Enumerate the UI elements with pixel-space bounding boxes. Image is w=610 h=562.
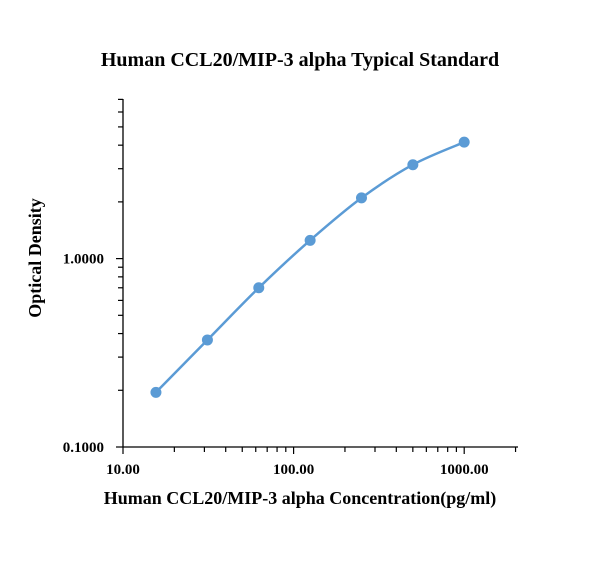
x-tick-labels: 10.00 100.00 1000.00 — [106, 462, 488, 478]
x-minor-ticks — [122, 447, 517, 454]
x-tick-label: 10.00 — [106, 462, 140, 478]
series-line — [155, 141, 465, 394]
data-point — [201, 334, 213, 346]
data-point — [355, 192, 367, 204]
y-minor-ticks — [116, 98, 123, 448]
x-tick-label: 1000.00 — [440, 462, 489, 478]
x-axis-label: Human CCL20/MIP-3 alpha Concentration(pg… — [104, 488, 497, 509]
data-point — [458, 136, 470, 148]
y-tick-label: 0.1000 — [63, 440, 104, 456]
data-point — [253, 282, 265, 294]
y-tick-labels: 0.1000 1.0000 — [63, 252, 104, 456]
y-axis-label: Optical Density — [25, 198, 45, 318]
x-tick-label: 100.00 — [273, 462, 314, 478]
data-points — [150, 136, 470, 398]
data-point — [407, 159, 419, 171]
data-point — [304, 234, 316, 246]
chart-title: Human CCL20/MIP-3 alpha Typical Standard — [101, 49, 499, 71]
data-point — [150, 386, 162, 398]
y-tick-label: 1.0000 — [63, 252, 104, 268]
